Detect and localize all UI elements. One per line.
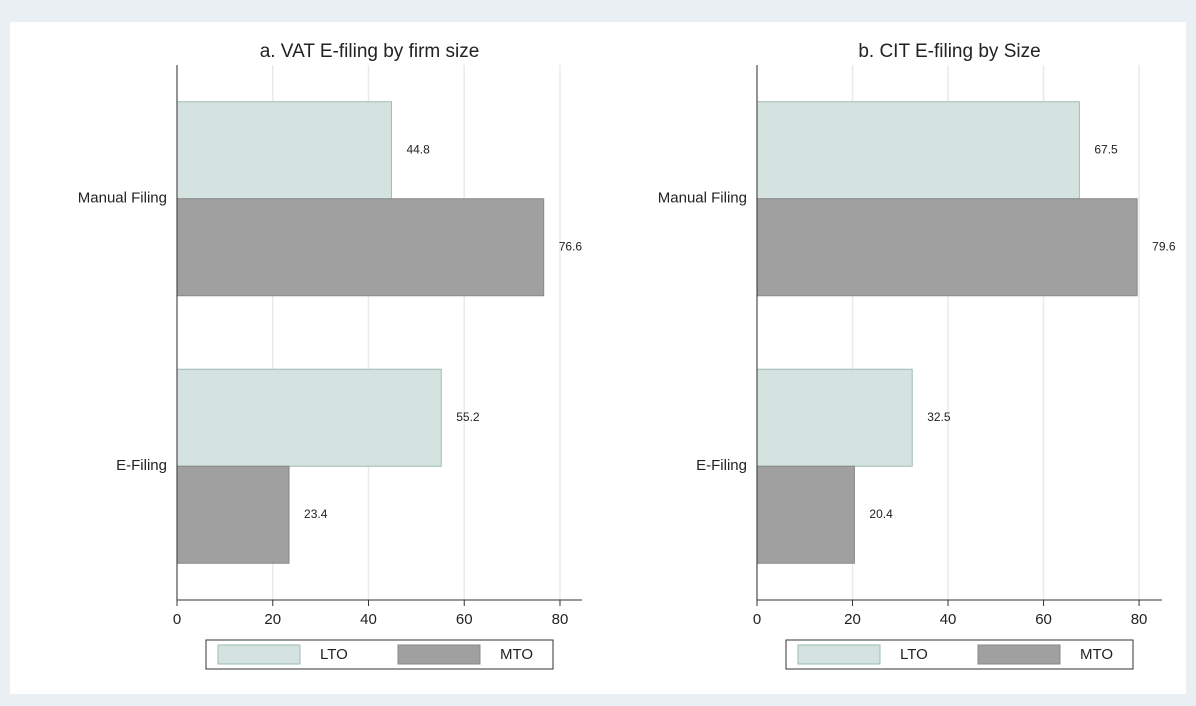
bar [176,465,290,564]
data-label: 79.6 [1152,239,1176,253]
x-tick-label: 40 [940,611,957,628]
bar [756,198,1138,297]
x-tick-label: 20 [844,611,861,628]
bar [756,101,1080,200]
data-label: 32.5 [927,410,951,424]
x-tick-label: 80 [1131,611,1148,628]
y-tick-label: Manual Filing [658,190,747,207]
chart-title: a. VAT E-filing by firm size [260,41,480,62]
legend-label: LTO [900,646,928,663]
y-tick-label: E-Filing [116,457,167,474]
legend-swatch [397,644,481,665]
data-label: 20.4 [869,507,893,521]
bar [176,101,392,200]
data-label: 67.5 [1094,142,1118,156]
bar [176,368,442,467]
data-label: 23.4 [304,507,328,521]
legend-label: MTO [500,646,533,663]
x-tick-label: 40 [360,611,377,628]
bar [176,198,545,297]
legend-swatch [797,644,881,665]
bar [756,465,855,564]
x-tick-label: 20 [264,611,281,628]
data-label: 44.8 [406,142,430,156]
x-tick-label: 0 [753,611,761,628]
chart-title: b. CIT E-filing by Size [858,41,1040,62]
legend-swatch [217,644,301,665]
legend-swatch [977,644,1061,665]
bar [756,368,913,467]
legend-label: MTO [1080,646,1113,663]
y-tick-label: E-Filing [696,457,747,474]
data-label: 76.6 [559,239,583,253]
x-tick-label: 80 [552,611,569,628]
x-tick-label: 0 [173,611,181,628]
x-tick-label: 60 [1035,611,1052,628]
y-tick-label: Manual Filing [78,190,167,207]
legend-label: LTO [320,646,348,663]
x-tick-label: 60 [456,611,473,628]
data-label: 55.2 [456,410,480,424]
